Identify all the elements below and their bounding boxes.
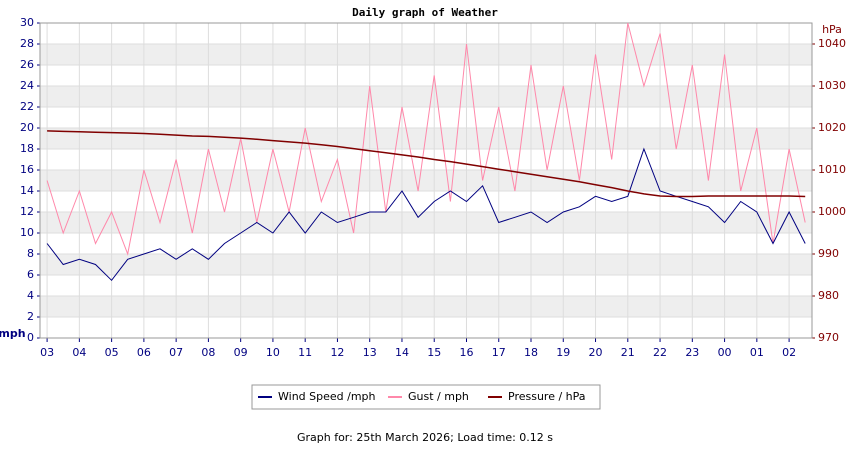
legend-box [251, 384, 601, 410]
y-axis-label: mph [0, 327, 26, 340]
y-tick-label: 14 [20, 184, 34, 197]
y-tick-label: 18 [20, 142, 34, 155]
grid-band [40, 212, 812, 233]
x-tick-label: 11 [298, 346, 312, 359]
x-tick-label: 03 [40, 346, 54, 359]
x-tick-label: 09 [234, 346, 248, 359]
x-tick-label: 20 [589, 346, 603, 359]
y-tick-label: 0 [27, 331, 34, 344]
y-tick-label: 30 [20, 16, 34, 29]
x-tick-label: 12 [330, 346, 344, 359]
x-tick-label: 15 [427, 346, 441, 359]
footer: Graph for: 25th March 2026; Load time: 0… [297, 431, 553, 444]
legend-label: Gust / mph [408, 390, 469, 403]
x-tick-label: 16 [459, 346, 473, 359]
x-tick-label: 23 [685, 346, 699, 359]
x-tick-label: 21 [621, 346, 635, 359]
legend-label: Pressure / hPa [508, 390, 586, 403]
y-tick-label: 26 [20, 58, 34, 71]
x-tick-label: 18 [524, 346, 538, 359]
y-tick-label: 28 [20, 37, 34, 50]
x-tick-label: 07 [169, 346, 183, 359]
y2-tick-label: 1020 [818, 121, 846, 134]
series-line [47, 130, 806, 198]
x-tick-label: 04 [72, 346, 86, 359]
x-tick-label: 00 [718, 346, 732, 359]
y-tick-label: 8 [27, 247, 34, 260]
y-tick-label: 16 [20, 163, 34, 176]
x-tick-label: 01 [750, 346, 764, 359]
y2-tick-label: 990 [818, 247, 839, 260]
y2-tick-label: 1000 [818, 205, 846, 218]
y-tick-label: 4 [27, 289, 34, 302]
y2-axis-label: hPa [822, 23, 842, 36]
y2-tick-label: 1040 [818, 37, 846, 50]
x-tick-label: 19 [556, 346, 570, 359]
grid-band [40, 254, 812, 275]
x-tick-label: 10 [266, 346, 280, 359]
y-tick-label: 12 [20, 205, 34, 218]
x-tick-label: 13 [363, 346, 377, 359]
y-tick-label: 20 [20, 121, 34, 134]
x-tick-label: 06 [137, 346, 151, 359]
plot-frame [39, 22, 813, 339]
grid-band [40, 296, 812, 317]
y-tick-label: 2 [27, 310, 34, 323]
x-tick-label: 08 [201, 346, 215, 359]
legend-label: Wind Speed /mph [278, 390, 376, 403]
y2-tick-label: 1030 [818, 79, 846, 92]
series-line [46, 22, 806, 256]
y-tick-label: 24 [20, 79, 34, 92]
chart-title: Daily graph of Weather [352, 6, 498, 19]
y-tick-label: 10 [20, 226, 34, 239]
y-tick-label: 6 [27, 268, 34, 281]
x-tick-label: 05 [105, 346, 119, 359]
grid-band [40, 44, 812, 65]
x-tick-label: 14 [395, 346, 409, 359]
grid-band [40, 170, 812, 191]
x-tick-label: 02 [782, 346, 796, 359]
y-tick-label: 22 [20, 100, 34, 113]
grid-band [40, 128, 812, 149]
x-tick-label: 22 [653, 346, 667, 359]
y2-tick-label: 970 [818, 331, 839, 344]
x-tick-label: 17 [492, 346, 506, 359]
y2-tick-label: 1010 [818, 163, 846, 176]
y2-tick-label: 980 [818, 289, 839, 302]
